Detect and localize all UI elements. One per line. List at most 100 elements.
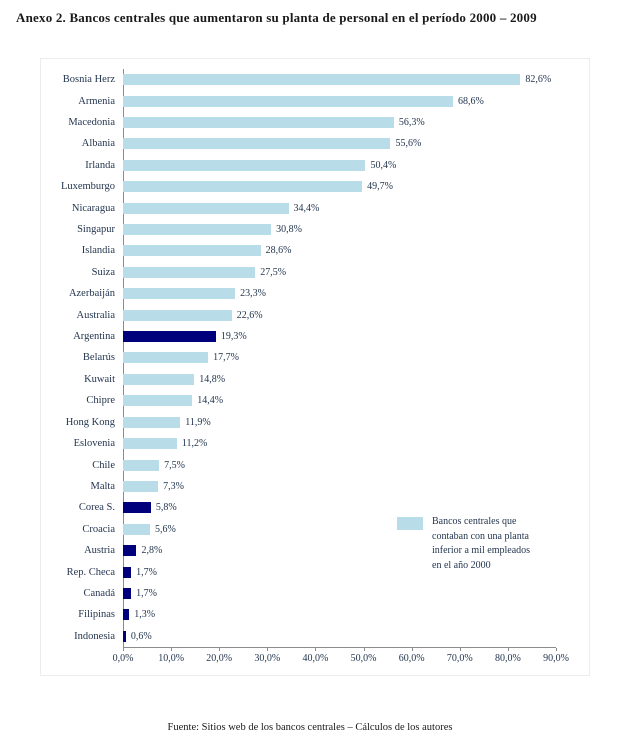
x-tick-mark [411,648,413,651]
bar-track: 68,6% [123,90,556,111]
bar [123,587,132,599]
bar-row: Austria 2,8% [41,540,556,561]
category-label: Bosnia Herz [62,74,115,86]
bar-row: Irlanda 50,4% [41,155,556,176]
bar [123,95,454,107]
category-label: Luxemburgo [60,181,115,193]
category-label: Malta [90,480,116,492]
bar [123,117,394,129]
bar [123,523,150,535]
bar-track: 11,2% [123,433,556,454]
x-tick-label: 60,0% [398,653,425,664]
bar [123,309,232,321]
value-label: 30,8% [276,224,303,236]
legend-label: Bancos centrales que contaban con una pl… [432,516,531,571]
category-label: Canadá [83,587,116,599]
source-note: Fuente: Sitios web de los bancos central… [167,722,453,733]
category-label: Rep. Checa [66,566,115,578]
x-axis: 0,0% 10,0% 20,0% 30,0% 40,0% 50,0% 60,0% 70,0% 8… [113,648,569,670]
value-label: 14,4% [197,395,224,407]
value-label: 17,7% [213,352,239,364]
value-label: 22,6% [236,309,263,321]
x-tick-label: 40,0% [302,653,329,664]
bar [123,545,137,557]
x-tick-mark [267,648,269,651]
bar [123,224,272,236]
category-label: Corea S. [78,502,115,514]
value-label: 5,6% [154,523,176,535]
category-label: Austria [84,545,115,557]
x-tick-mark [459,648,461,651]
bar-track: 19,3% [123,326,556,347]
bar-row: Azerbaiján 23,3% [41,283,556,304]
bar-track: 0,6% [123,626,556,647]
category-label: Croacia [82,523,115,535]
bar-track: 1,7% [123,583,556,604]
bar [123,459,160,471]
category-label: Armenia [78,95,115,107]
bar-track: 56,3% [123,112,556,133]
category-label: Islandia [81,245,115,257]
bar-track: 23,3% [123,283,556,304]
bar-row: Armenia 68,6% [41,90,556,111]
value-label: 1,3% [134,609,156,621]
bar-row: Luxemburgo 49,7% [41,176,556,197]
category-label: Irlanda [85,159,115,171]
bar [123,438,177,450]
category-label: Kuwait [84,373,115,385]
value-label: 34,4% [293,202,320,214]
x-tick-label: 50,0% [350,653,377,664]
bar-track: 49,7% [123,176,556,197]
x-tick-mark [315,648,317,651]
bar [123,502,151,514]
bar-row: Belarús 17,7% [41,347,556,368]
chart-area: Bosnia Herz 82,6% Armenia 68,6% Macedonia 56,… [40,58,590,676]
category-label: Azerbaiján [68,288,115,300]
value-label: 14,8% [199,373,226,385]
bar [123,480,159,492]
bar-row: Chipre 14,4% [41,390,556,411]
bar [123,245,261,257]
value-label: 1,7% [136,587,158,599]
value-label: 11,2% [181,438,208,450]
x-tick-label: 10,0% [158,653,185,664]
bar [123,395,193,407]
x-tick-mark [507,648,509,651]
bar [123,566,132,578]
category-label: Albania [81,138,115,150]
value-label: 23,3% [240,288,266,300]
bar-row: Bosnia Herz 82,6% [41,69,556,90]
category-label: Belarús [82,352,115,364]
legend-swatch [397,517,423,530]
bar-track: 50,4% [123,155,556,176]
bar-row: Filipinas 1,3% [41,604,556,625]
bar-rows: Bosnia Herz 82,6% Armenia 68,6% Macedonia 56,… [41,69,556,647]
value-label: 5,8% [155,502,177,514]
bar [123,352,209,364]
bar-track: 34,4% [123,197,556,218]
value-label: 7,3% [163,480,184,492]
value-label: 2,8% [141,545,163,557]
legend: Bancos centrales que contaban con una pl… [397,515,562,573]
x-tick-label: 90,0% [543,653,569,664]
bar-row: Eslovenia 11,2% [41,433,556,454]
value-label: 27,5% [260,266,287,278]
x-tick-mark [556,648,557,651]
bar-row: Nicaragua 34,4% [41,197,556,218]
bar-row: Chile 7,5% [41,454,556,475]
bar-track: 7,3% [123,476,556,497]
value-label: 82,6% [525,74,552,86]
category-label: Macedonia [68,117,115,129]
x-tick-label: 70,0% [446,653,473,664]
bar-track: 27,5% [123,262,556,283]
bar-row: Argentina 19,3% [41,326,556,347]
value-label: 68,6% [458,95,484,107]
x-tick-label: 20,0% [206,653,233,664]
category-label: Indonesia [74,630,115,642]
category-label: Eslovenia [73,438,115,450]
bar [123,331,216,343]
value-label: 19,3% [220,331,247,343]
value-label: 11,9% [185,416,211,428]
bar-row: Singapur 30,8% [41,219,556,240]
bar-row: Rep. Checa 1,7% [41,561,556,582]
